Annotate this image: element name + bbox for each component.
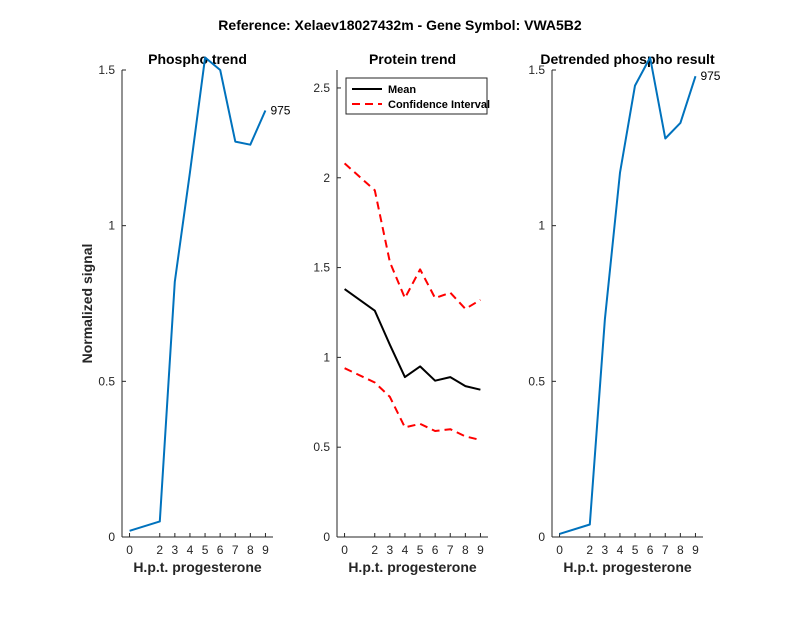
x-tick-label: 6 [432, 543, 439, 557]
y-tick-label: 1 [538, 219, 545, 233]
x-tick-label: 4 [187, 543, 194, 557]
x-tick-label: 0 [341, 543, 348, 557]
x-tick-label: 3 [387, 543, 394, 557]
x-tick-label: 7 [662, 543, 669, 557]
x-tick-label: 3 [172, 543, 179, 557]
series-line [559, 56, 697, 535]
panel-title: Protein trend [369, 51, 456, 67]
panel-1: Phospho trend 0 2 3 4 5 6 7 8 9 0 0.5 1 1.5 H.p.t. pro… [79, 51, 291, 575]
x-tick-label: 5 [632, 543, 639, 557]
x-tick-label: 4 [402, 543, 409, 557]
series-line [129, 56, 267, 532]
x-tick-label: 8 [462, 543, 469, 557]
point-annotation: 975 [700, 69, 720, 83]
legend-box [345, 77, 488, 115]
confidence-lower-line [344, 367, 481, 441]
x-tick-label: 0 [126, 543, 133, 557]
legend: Mean Confidence Interval [345, 77, 490, 115]
figure-title: Reference: Xelaev18027432m - Gene Symbol… [218, 17, 582, 33]
y-tick-label: 1.5 [313, 261, 330, 275]
y-tick-label: 0.5 [528, 374, 545, 388]
mean-line [344, 288, 481, 391]
x-axis-label: H.p.t. progesterone [348, 559, 477, 575]
x-tick-label: 2 [371, 543, 378, 557]
confidence-upper-line [343, 162, 481, 310]
y-tick-label: 1 [323, 350, 330, 364]
x-tick-label: 7 [447, 543, 454, 557]
point-annotation: 975 [270, 103, 290, 117]
x-tick-label: 9 [477, 543, 484, 557]
y-tick-label: 2.5 [313, 81, 330, 95]
y-tick-label: 0 [538, 530, 545, 544]
x-axis-label: H.p.t. progesterone [133, 559, 262, 575]
panel-3: Detrended phospho result 0 2 3 4 5 6 7 8 9 0 0.5 1 1.… [528, 51, 720, 575]
legend-mean-label: Mean [388, 84, 416, 96]
x-tick-label: 4 [617, 543, 624, 557]
panel-title: Detrended phospho result [540, 51, 715, 67]
x-tick-label: 5 [202, 543, 209, 557]
x-tick-label: 3 [602, 543, 609, 557]
y-axis-label: Normalized signal [79, 244, 95, 364]
y-tick-label: 0.5 [313, 440, 330, 454]
x-tick-label: 9 [692, 543, 699, 557]
y-tick-label: 1.5 [528, 63, 545, 77]
panel-title: Phospho trend [148, 51, 247, 67]
x-tick-label: 6 [647, 543, 654, 557]
x-tick-label: 2 [586, 543, 593, 557]
x-tick-label: 7 [232, 543, 239, 557]
x-tick-label: 0 [556, 543, 563, 557]
y-tick-label: 2 [323, 171, 330, 185]
y-tick-label: 1.5 [98, 63, 115, 77]
x-tick-label: 9 [262, 543, 269, 557]
x-tick-label: 8 [677, 543, 684, 557]
y-tick-label: 0.5 [98, 374, 115, 388]
x-tick-label: 5 [417, 543, 424, 557]
x-tick-label: 8 [247, 543, 254, 557]
x-axis-label: H.p.t. progesterone [563, 559, 692, 575]
x-tick-label: 2 [156, 543, 163, 557]
x-tick-label: 6 [217, 543, 224, 557]
y-tick-label: 0 [323, 530, 330, 544]
y-tick-label: 0 [108, 530, 115, 544]
y-tick-label: 1 [108, 219, 115, 233]
legend-ci-label: Confidence Interval [388, 99, 490, 111]
